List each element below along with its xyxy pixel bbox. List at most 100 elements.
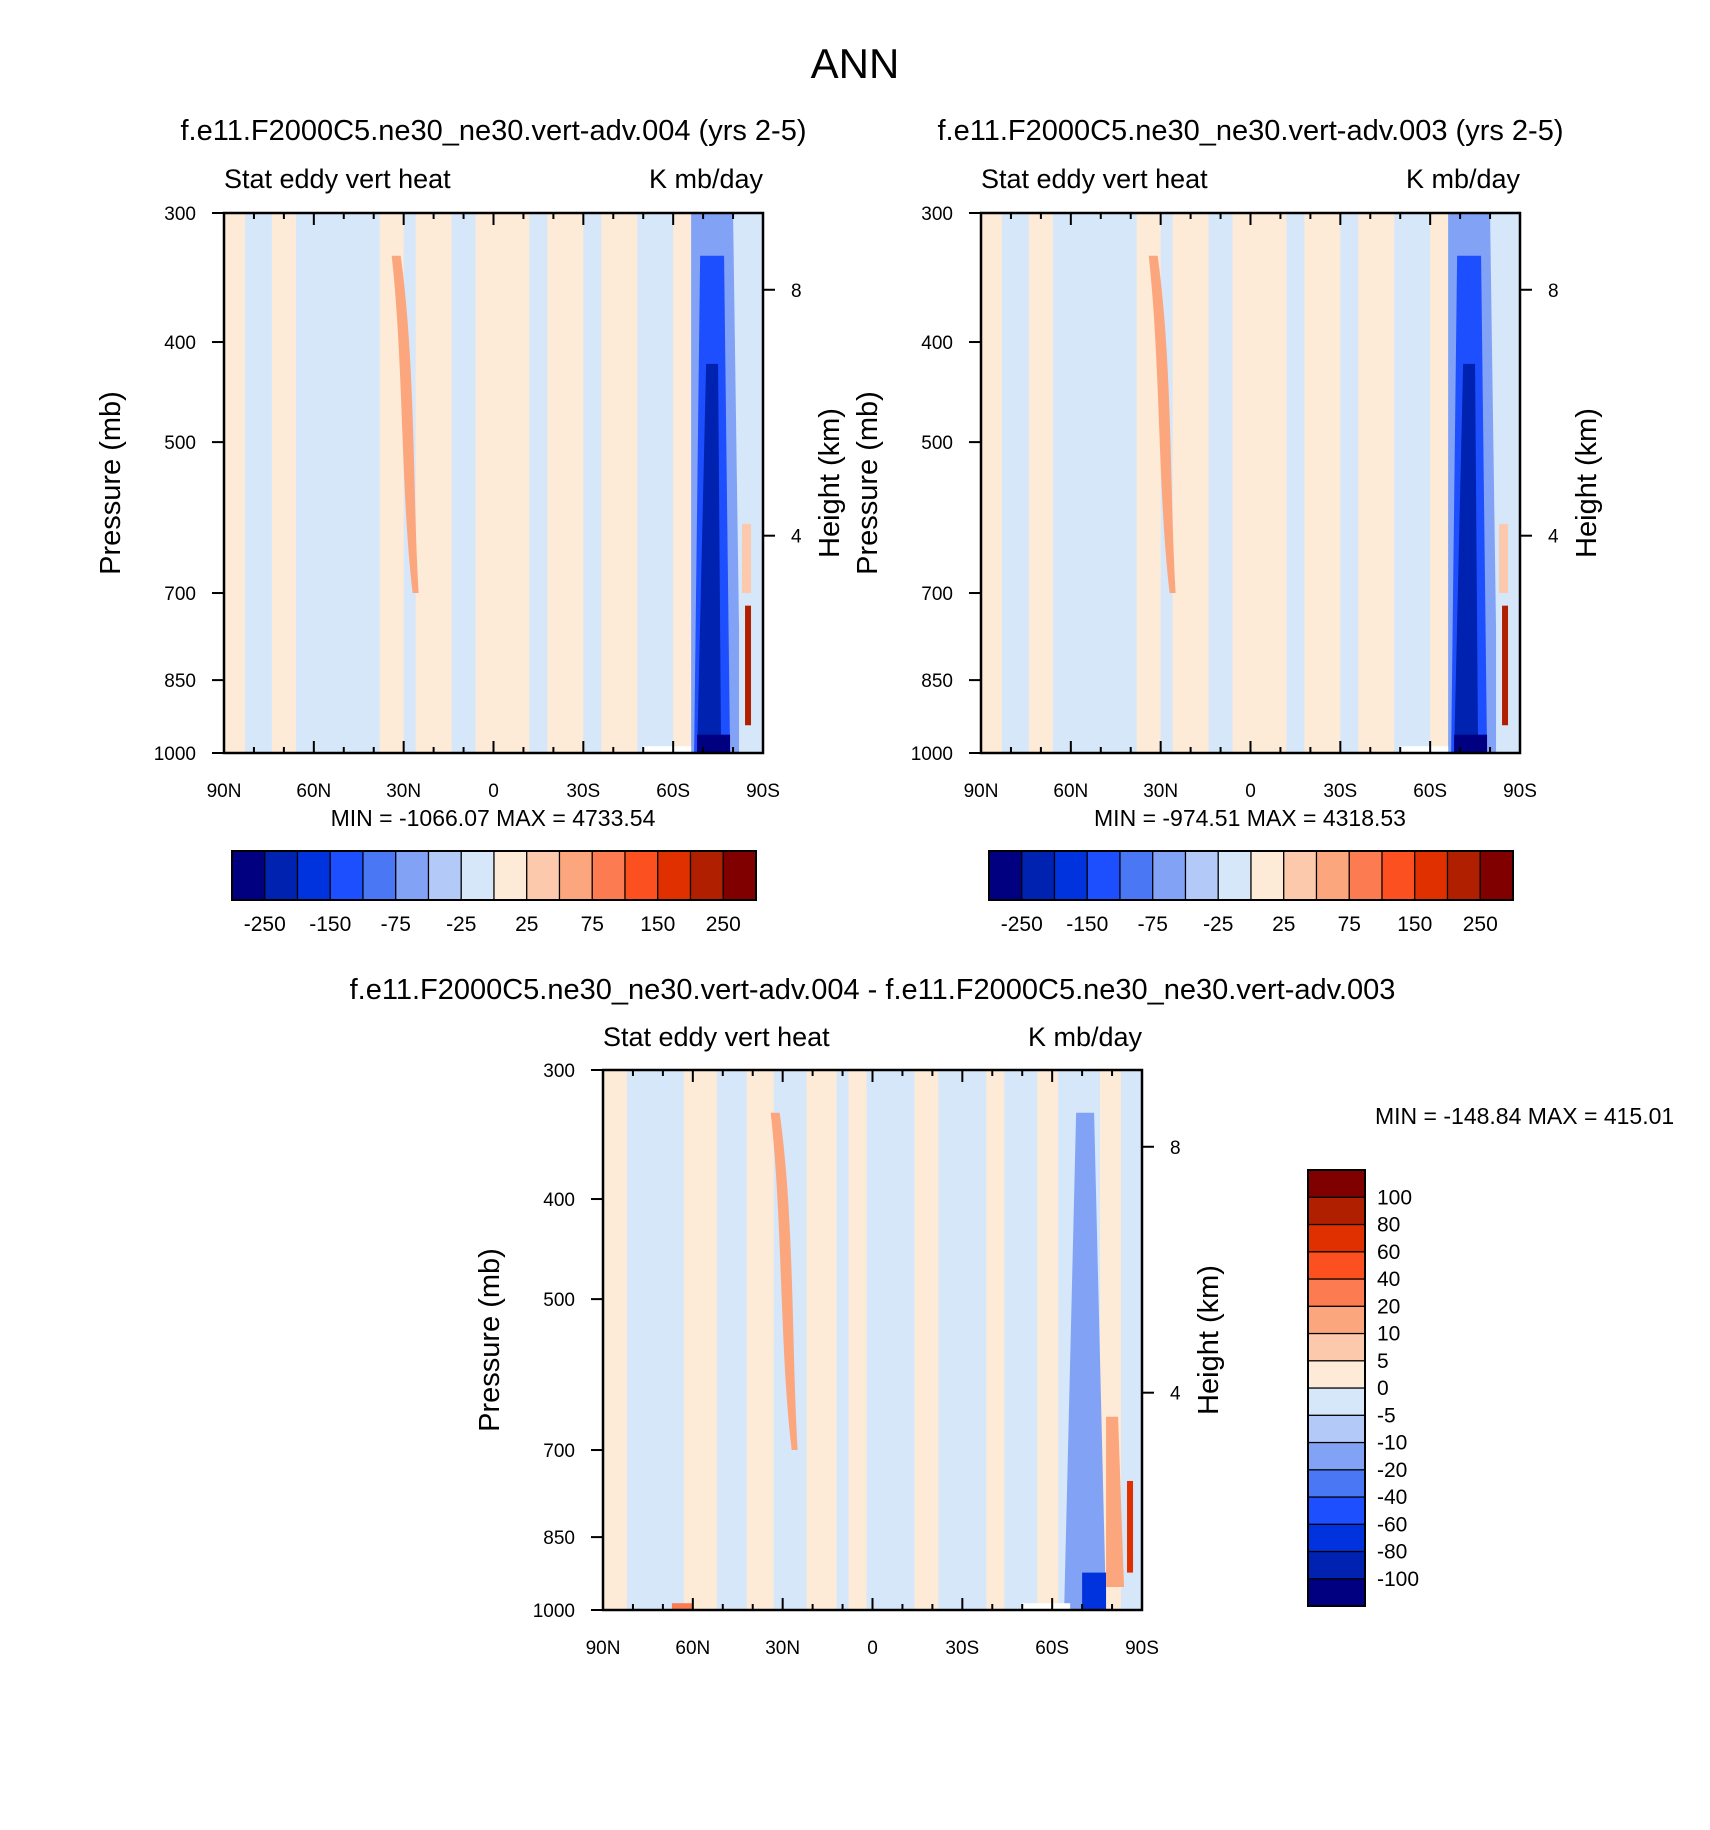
contour-band-positive [1136, 213, 1161, 753]
y-tick-label: 850 [164, 671, 196, 692]
x-tick-label: 60S [656, 781, 690, 802]
y-tick-label: 850 [543, 1528, 575, 1549]
colorbar-swatch [1086, 850, 1121, 901]
colorbar-swatch [1479, 850, 1514, 901]
colorbar-swatch [1053, 850, 1088, 901]
colorbar-swatch [1307, 1414, 1366, 1444]
contour-band-positive [806, 1070, 837, 1610]
colorbar-swatch [1307, 1305, 1366, 1335]
colorbar-swatch [1119, 850, 1154, 901]
missing-data-strip [1400, 746, 1449, 753]
contour-diff-blue [1064, 1112, 1107, 1610]
colorbar-swatch [657, 850, 692, 901]
colorbar-label: 25 [515, 913, 538, 936]
contour-band-positive [986, 1070, 1005, 1610]
y2-tick-label: 4 [1548, 527, 1559, 548]
colorbar-label: -40 [1377, 1486, 1407, 1509]
contour-field [981, 213, 1520, 753]
y2-tick-label: 8 [1548, 281, 1559, 302]
x-tick-label: 0 [488, 781, 499, 802]
colorbar-swatch [1307, 1496, 1366, 1525]
colorbar-swatch [1217, 850, 1252, 901]
colorbar-label: 80 [1377, 1214, 1400, 1237]
colorbar-swatch [526, 850, 561, 901]
tick-marks [212, 212, 775, 754]
y-tick-label: 300 [164, 204, 196, 225]
colorbar-swatch [1307, 1441, 1366, 1471]
y-tick-label: 500 [921, 433, 953, 454]
y-tick-label: 500 [164, 433, 196, 454]
contour-band-positive [1430, 213, 1449, 753]
contour-band-positive [379, 213, 404, 753]
contour-orange-surface [742, 523, 752, 594]
y-tick-label: 700 [543, 1441, 575, 1462]
y-tick-label: 300 [543, 1061, 575, 1082]
y-axis-label: Pressure (mb) [474, 1248, 506, 1432]
colorbar-label: 20 [1377, 1295, 1400, 1318]
colorbar-swatch [1307, 1223, 1366, 1253]
right-subtitle: K mb/day [1406, 164, 1521, 194]
y2-axis-label: Height (km) [1571, 408, 1603, 558]
y2-tick-label: 8 [791, 281, 802, 302]
x-tick-label: 60N [296, 781, 331, 802]
contour-column-core [1454, 363, 1479, 753]
colorbar-label: -150 [1066, 913, 1108, 936]
colorbar-swatch [362, 850, 397, 901]
contour-column-base [697, 734, 731, 753]
tick-marks [591, 1069, 1154, 1611]
colorbar-swatch [1307, 1387, 1366, 1416]
y-tick-label: 850 [921, 671, 953, 692]
contour-band-positive [601, 213, 638, 753]
colorbar-label: -20 [1377, 1459, 1407, 1482]
right-subtitle: K mb/day [649, 164, 764, 194]
x-tick-label: 60N [1053, 781, 1088, 802]
left-subtitle: Stat eddy vert heat [981, 164, 1208, 194]
panel-2: f.e11.F2000C5.ne30_ne30.vert-adv.003 (yr… [852, 115, 1603, 936]
x-tick-label: 30N [386, 781, 421, 802]
panel-title: f.e11.F2000C5.ne30_ne30.vert-adv.003 (yr… [937, 115, 1563, 147]
colorbar-label: 250 [1463, 913, 1498, 936]
colorbar-label: 60 [1377, 1241, 1400, 1264]
colorbar-swatch [296, 850, 331, 901]
contour-band-positive [746, 1070, 774, 1610]
panel-3: f.e11.F2000C5.ne30_ne30.vert-adv.004 - f… [350, 974, 1675, 1659]
y2-axis-label: Height (km) [814, 408, 846, 558]
colorbar-label: 0 [1377, 1377, 1389, 1400]
min-max-stats: MIN = -974.51 MAX = 4318.53 [1094, 805, 1406, 831]
contour-streak-30n [770, 1112, 798, 1451]
colorbar-label: -25 [1203, 913, 1233, 936]
colorbar-swatch [264, 850, 299, 901]
colorbar-swatch [1283, 850, 1318, 901]
contour-band-positive [981, 213, 1002, 753]
x-tick-label: 30N [765, 1638, 800, 1659]
colorbar-swatch [1152, 850, 1187, 901]
figure-title: ANN [811, 40, 900, 87]
contour-diff-red [1106, 1416, 1125, 1587]
contour-red-surface [745, 605, 752, 726]
colorbar-label: -10 [1377, 1432, 1407, 1455]
colorbar: -250 -150 -75 -25 25 75 150 250 [231, 850, 757, 936]
contour-diff-red-core [1127, 1480, 1134, 1573]
x-tick-label: 90S [1125, 1638, 1159, 1659]
x-tick-label: 90S [746, 781, 780, 802]
y-tick-label: 500 [543, 1290, 575, 1311]
contour-band-positive [1028, 213, 1053, 753]
y-tick-label: 1000 [154, 744, 196, 765]
colorbar-label: 25 [1272, 913, 1295, 936]
y2-tick-label: 8 [1170, 1138, 1181, 1159]
colorbar-swatch [1184, 850, 1219, 901]
contour-diff-surface [671, 1603, 693, 1610]
colorbar: -250 -150 -75 -25 25 75 150 250 [988, 850, 1514, 936]
contour-band-positive [603, 1070, 627, 1610]
colorbar-swatch [624, 850, 659, 901]
contour-field [224, 213, 763, 753]
colorbar-swatch [1307, 1196, 1366, 1226]
contour-band-positive [1037, 1070, 1059, 1610]
contour-streak-30n [1148, 255, 1176, 594]
colorbar-label: 150 [640, 913, 675, 936]
y2-axis-label: Height (km) [1193, 1265, 1225, 1415]
colorbar-label: -75 [381, 913, 411, 936]
y-tick-label: 700 [921, 584, 953, 605]
contour-band-positive [1172, 213, 1209, 753]
colorbar-swatch [427, 850, 462, 901]
